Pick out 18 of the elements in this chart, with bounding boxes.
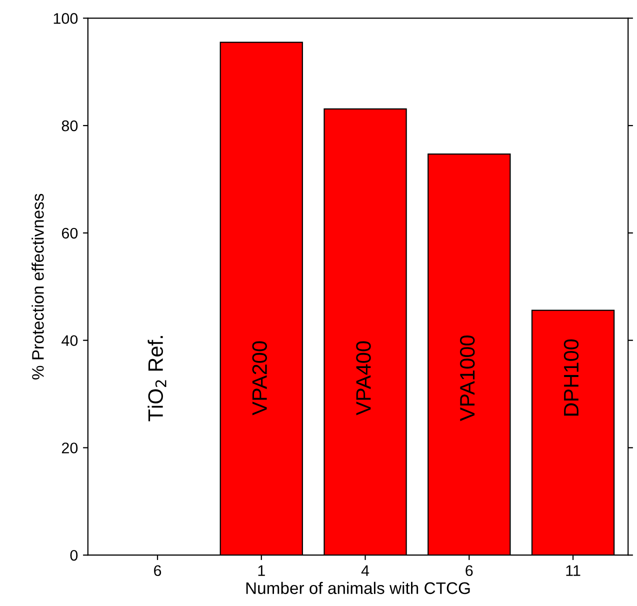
y-tick-label: 0 xyxy=(70,550,78,561)
x-tick-label: 11 xyxy=(566,565,580,576)
y-tick-label: 100 xyxy=(54,13,78,24)
x-tick-label: 1 xyxy=(258,565,265,576)
x-tick-label: 6 xyxy=(466,565,473,576)
annotation: DPH100 xyxy=(564,339,579,416)
y-axis-title: % Protection effectivness xyxy=(32,194,44,380)
y-tick-label: 40 xyxy=(62,335,78,346)
annotation: TiO$_{2}$ Ref. xyxy=(148,336,166,422)
y-tick-label: 60 xyxy=(62,228,78,239)
x-tick-label: 4 xyxy=(361,565,370,576)
y-tick-label: 80 xyxy=(62,120,78,132)
annotation: VPA1000 xyxy=(460,335,475,422)
y-tick-label: 20 xyxy=(62,442,78,454)
annotation: VPA200 xyxy=(252,341,267,416)
x-tick-label: 6 xyxy=(154,565,162,576)
annotation: VPA400 xyxy=(356,341,371,416)
x-axis-title: Number of animals with CTCG xyxy=(246,582,470,594)
